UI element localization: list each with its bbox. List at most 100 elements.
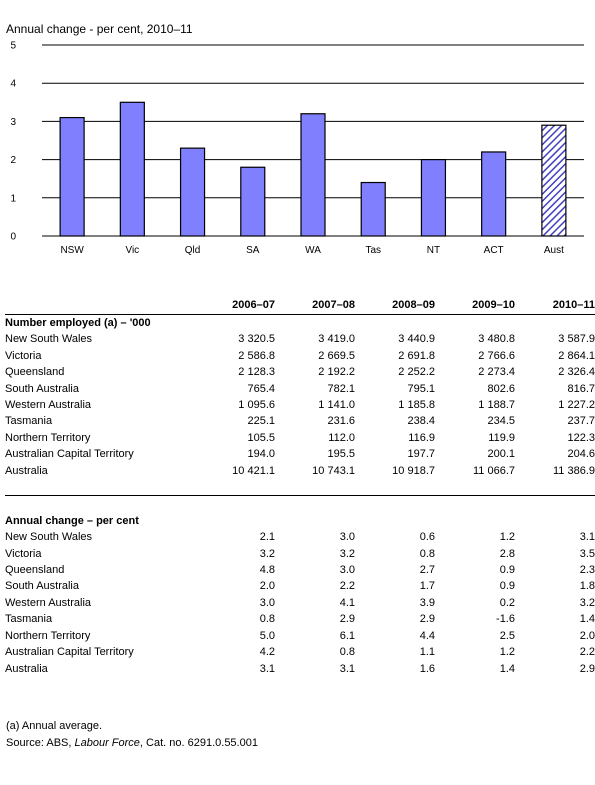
row-label: Tasmania	[5, 415, 53, 428]
table-cell: 1 227.2	[558, 399, 595, 412]
table-cell: 2 326.4	[558, 366, 595, 379]
table-cell: 2.9	[419, 613, 435, 626]
table-cell: -1.6	[496, 613, 515, 626]
table-cell: 2.0	[579, 629, 595, 642]
table-cell: 2 252.2	[398, 366, 435, 379]
table-cell: 1.2	[499, 531, 515, 544]
section-title-row: Annual change – per cent	[5, 513, 595, 529]
table-cell: 1.4	[579, 613, 595, 626]
y-tick-label: 4	[10, 79, 16, 90]
row-label: Australia	[5, 464, 48, 477]
table-cell: 0.9	[499, 564, 515, 577]
table-cell: 2.9	[339, 613, 355, 626]
table-cell: 802.6	[487, 382, 515, 395]
table-row: South Australia 2.0 2.2 1.7 0.9 1.8	[5, 578, 595, 594]
table-cell: 3.0	[339, 531, 355, 544]
table-cell: 2 691.8	[398, 349, 435, 362]
table-row: Australia 10 421.1 10 743.1 10 918.7 11 066.…	[5, 463, 595, 479]
table-cell: 765.4	[247, 382, 275, 395]
x-tick-label: NT	[427, 245, 440, 256]
table-cell: 2.3	[579, 564, 595, 577]
x-tick-label: NSW	[60, 245, 84, 256]
table-cell: 194.0	[247, 448, 275, 461]
row-label: Queensland	[5, 564, 65, 577]
table-cell: 112.0	[328, 431, 355, 444]
table-header-row: 2006–07 2007–08 2008–09 2009–10 2010–11	[5, 296, 595, 315]
table-cell: 3 480.8	[478, 333, 515, 346]
table-cell: 3 419.0	[318, 333, 355, 346]
table-cell: 11 066.7	[472, 464, 515, 477]
table-cell: 3.5	[579, 547, 595, 560]
table-cell: 3.2	[259, 547, 275, 560]
table-cell: 3.0	[339, 564, 355, 577]
row-label: Western Australia	[5, 596, 92, 609]
table-cell: 237.7	[567, 415, 595, 428]
table-cell: 0.2	[499, 596, 515, 609]
separator-line	[5, 479, 595, 497]
y-tick-label: 2	[10, 155, 16, 166]
row-label: Western Australia	[5, 399, 92, 412]
table-cell: 0.8	[339, 646, 355, 659]
row-label: New South Wales	[5, 333, 93, 346]
y-tick-label: 3	[10, 117, 16, 128]
table-cell: 10 421.1	[232, 464, 275, 477]
table-row: Tasmania 225.1 231.6 238.4 234.5 237.7	[5, 413, 595, 429]
table-cell: 795.1	[407, 382, 435, 395]
row-label: Victoria	[5, 547, 42, 560]
section-title: Number employed (a) – '000	[5, 317, 151, 329]
table-cell: 782.1	[327, 382, 355, 395]
chart-title: Annual change - per cent, 2010–11	[6, 22, 193, 36]
table-row: Tasmania 0.8 2.9 2.9 -1.6 1.4	[5, 611, 595, 627]
table-cell: 3.1	[579, 531, 595, 544]
x-tick-label: Qld	[185, 245, 201, 256]
table-cell: 3.1	[259, 662, 275, 675]
bar-act	[481, 151, 507, 237]
row-label: New South Wales	[5, 531, 93, 544]
table-cell: 2 192.2	[318, 366, 355, 379]
row-label: Australian Capital Territory	[5, 646, 134, 659]
table-cell: 11 386.9	[552, 464, 595, 477]
table-row: Australian Capital Territory 4.2 0.8 1.1 1.2…	[5, 644, 595, 660]
x-tick-label: Tas	[365, 245, 381, 256]
table-cell: 3 320.5	[238, 333, 275, 346]
table-cell: 4.4	[419, 629, 435, 642]
table-cell: 0.8	[259, 613, 275, 626]
y-tick-label: 0	[10, 232, 16, 243]
source-prefix: Source: ABS,	[6, 737, 75, 749]
table-cell: 0.8	[419, 547, 435, 560]
row-label: Northern Territory	[5, 629, 91, 642]
spacer-cell	[5, 496, 595, 513]
table-cell: 1.2	[499, 646, 515, 659]
table-cell: 2.9	[579, 662, 595, 675]
table-cell: 1 185.8	[398, 399, 435, 412]
table-cell: 3.1	[339, 662, 355, 675]
table-row: Australia 3.1 3.1 1.6 1.4 2.9	[5, 661, 595, 677]
x-tick-label: WA	[305, 245, 321, 256]
table-cell: 2 273.4	[478, 366, 515, 379]
bar-wa	[300, 113, 326, 237]
y-tick-label: 1	[10, 193, 16, 204]
table-cell: 0.9	[499, 580, 515, 593]
row-label: South Australia	[5, 382, 79, 395]
row-label: Northern Territory	[5, 431, 91, 444]
bar-nsw	[59, 116, 85, 237]
table-cell: 4.1	[339, 596, 355, 609]
table-cell: 2 766.6	[478, 349, 515, 362]
table-cell: 2 864.1	[558, 349, 595, 362]
table-cell: 10 743.1	[312, 464, 355, 477]
table-cell: 195.5	[327, 448, 355, 461]
row-label: Australian Capital Territory	[5, 448, 134, 461]
table-cell: 0.6	[419, 531, 435, 544]
table-cell: 2.1	[259, 531, 275, 544]
table-cell: 2.5	[499, 629, 515, 642]
table-row: Northern Territory 105.5 112.0 116.9 119.9 12…	[5, 430, 595, 446]
row-label: South Australia	[5, 580, 79, 593]
row-label: Victoria	[5, 349, 42, 362]
table-cell: 2.2	[339, 580, 355, 593]
table-cell: 1.6	[419, 662, 435, 675]
x-tick-label: Aust	[544, 245, 564, 256]
table-row: New South Wales 2.1 3.0 0.6 1.2 3.1	[5, 529, 595, 545]
bar-aust	[541, 124, 567, 237]
row-label: Tasmania	[5, 613, 53, 626]
table-cell: 4.8	[259, 564, 275, 577]
